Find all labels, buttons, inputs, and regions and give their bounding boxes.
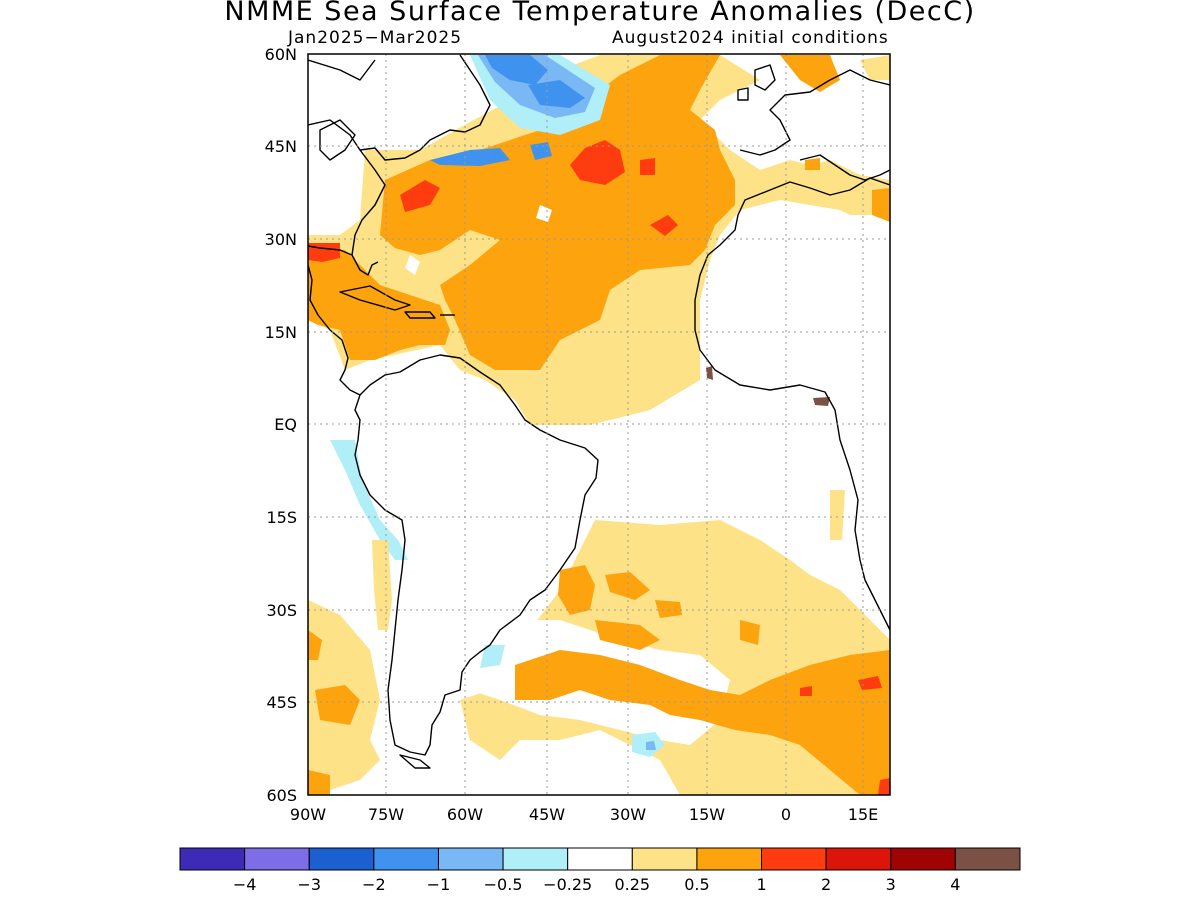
newfoundland-cold: [430, 148, 510, 166]
latitude-axis: 60N 45N 30N 15N EQ 15S 30S 45S 60S: [265, 45, 297, 805]
colorbar-label: 1: [756, 875, 766, 894]
labrador-cold-strong: [485, 55, 585, 108]
warm-core-3: [650, 215, 678, 236]
southeast-pacific-warm-2: [308, 770, 330, 795]
lon-label: 0: [781, 805, 791, 824]
warm-core-south-1: [858, 676, 882, 690]
lat-label: EQ: [274, 415, 297, 434]
extreme-anomaly-2: [813, 397, 830, 406]
colorbar-swatch: [244, 847, 310, 871]
colorbar-label: −4: [233, 875, 257, 894]
warm-core-5: [640, 158, 655, 175]
lat-label: 45S: [266, 693, 297, 712]
colorbar-label: −2: [362, 875, 386, 894]
colorbar-label: 0.5: [684, 875, 709, 894]
colorbar-swatch: [761, 847, 827, 871]
southeast-pacific-warm-3: [308, 630, 322, 660]
lon-label: 15E: [848, 805, 878, 824]
graticule: [308, 54, 890, 795]
warm-core-2: [400, 180, 440, 212]
colorbar-swatch: [631, 847, 698, 871]
south-atlantic-warm-4: [655, 600, 682, 618]
colorbar-swatch: [179, 847, 246, 871]
lat-label: 30N: [265, 230, 297, 249]
lon-label: 60W: [447, 805, 483, 824]
lon-label: 30W: [610, 805, 646, 824]
south-atlantic-cold-3: [480, 645, 505, 668]
warm-core-1: [570, 140, 625, 185]
warm-core-south-3: [878, 778, 890, 795]
colorbar-swatch: [373, 847, 439, 871]
mediterranean-warm: [790, 160, 890, 215]
pacific-coast-cold: [330, 440, 408, 560]
south-atlantic-warm-2: [558, 565, 595, 615]
initial-conditions: August2024 initial conditions: [612, 28, 889, 48]
south-atlantic-warm-3: [605, 572, 650, 600]
mediterranean-warm-3: [872, 188, 890, 222]
colorbar-label: −3: [297, 875, 321, 894]
colorbar-label: 3: [886, 875, 896, 894]
lon-label: 90W: [290, 805, 326, 824]
colorbar-swatch: [567, 847, 633, 871]
neutral-patch-1: [536, 205, 552, 222]
colorbar-label: 0.25: [614, 875, 650, 894]
warm-core-south-2: [800, 686, 812, 696]
south-atlantic-warm-5: [740, 620, 760, 645]
colorbar-swatch: [825, 847, 892, 871]
extreme-anomaly-1: [706, 366, 713, 380]
plot-frame: [307, 53, 891, 796]
colorbar-swatch: [308, 847, 375, 871]
lat-label: 60N: [265, 45, 297, 64]
colorbar-swatch: [437, 847, 504, 871]
colorbar-label: 2: [821, 875, 831, 894]
lon-label: 15W: [689, 805, 725, 824]
colorbar-label: −0.25: [543, 875, 592, 894]
baltic-warm: [860, 55, 890, 80]
map-title: NMME Sea Surface Temperature Anomalies (…: [224, 0, 976, 27]
pacific-coast-warm-strip: [372, 540, 392, 630]
longitude-axis: 90W 75W 60W 45W 30W 15W 0 15E: [290, 805, 878, 824]
colorbar-label: 4: [950, 875, 960, 894]
lat-label: 60S: [266, 786, 297, 805]
colorbar-swatch: [890, 847, 956, 871]
lat-label: 15S: [266, 508, 297, 527]
africa-coast-warm-strip: [830, 490, 845, 540]
colorbar-swatch: [954, 847, 1021, 871]
neutral-patch-2: [405, 255, 420, 275]
south-atlantic-warm-6: [595, 620, 660, 650]
southeast-pacific-warm: [315, 685, 360, 725]
lat-label: 30S: [266, 601, 297, 620]
lat-label: 15N: [265, 323, 297, 342]
colorbar: −4 −3 −2 −1 −0.5 −0.25 0.25 0.5 1 2 3 4: [179, 847, 1021, 894]
lon-label: 45W: [529, 805, 565, 824]
colorbar-swatch: [502, 847, 569, 871]
mediterranean-warm-2: [805, 158, 820, 170]
newfoundland-cold-2: [530, 142, 552, 160]
anomaly-field: [308, 54, 890, 795]
colorbar-label: −1: [427, 875, 451, 894]
lat-label: 45N: [265, 137, 297, 156]
coastlines: [308, 54, 890, 769]
lon-label: 75W: [368, 805, 404, 824]
forecast-period: Jan2025−Mar2025: [288, 28, 463, 48]
colorbar-label: −0.5: [484, 875, 523, 894]
south-atlantic-warm-band: [515, 650, 890, 795]
colorbar-swatch: [696, 847, 763, 871]
north-atlantic-warm: [380, 55, 735, 370]
south-atlantic-cold-2: [646, 741, 656, 750]
